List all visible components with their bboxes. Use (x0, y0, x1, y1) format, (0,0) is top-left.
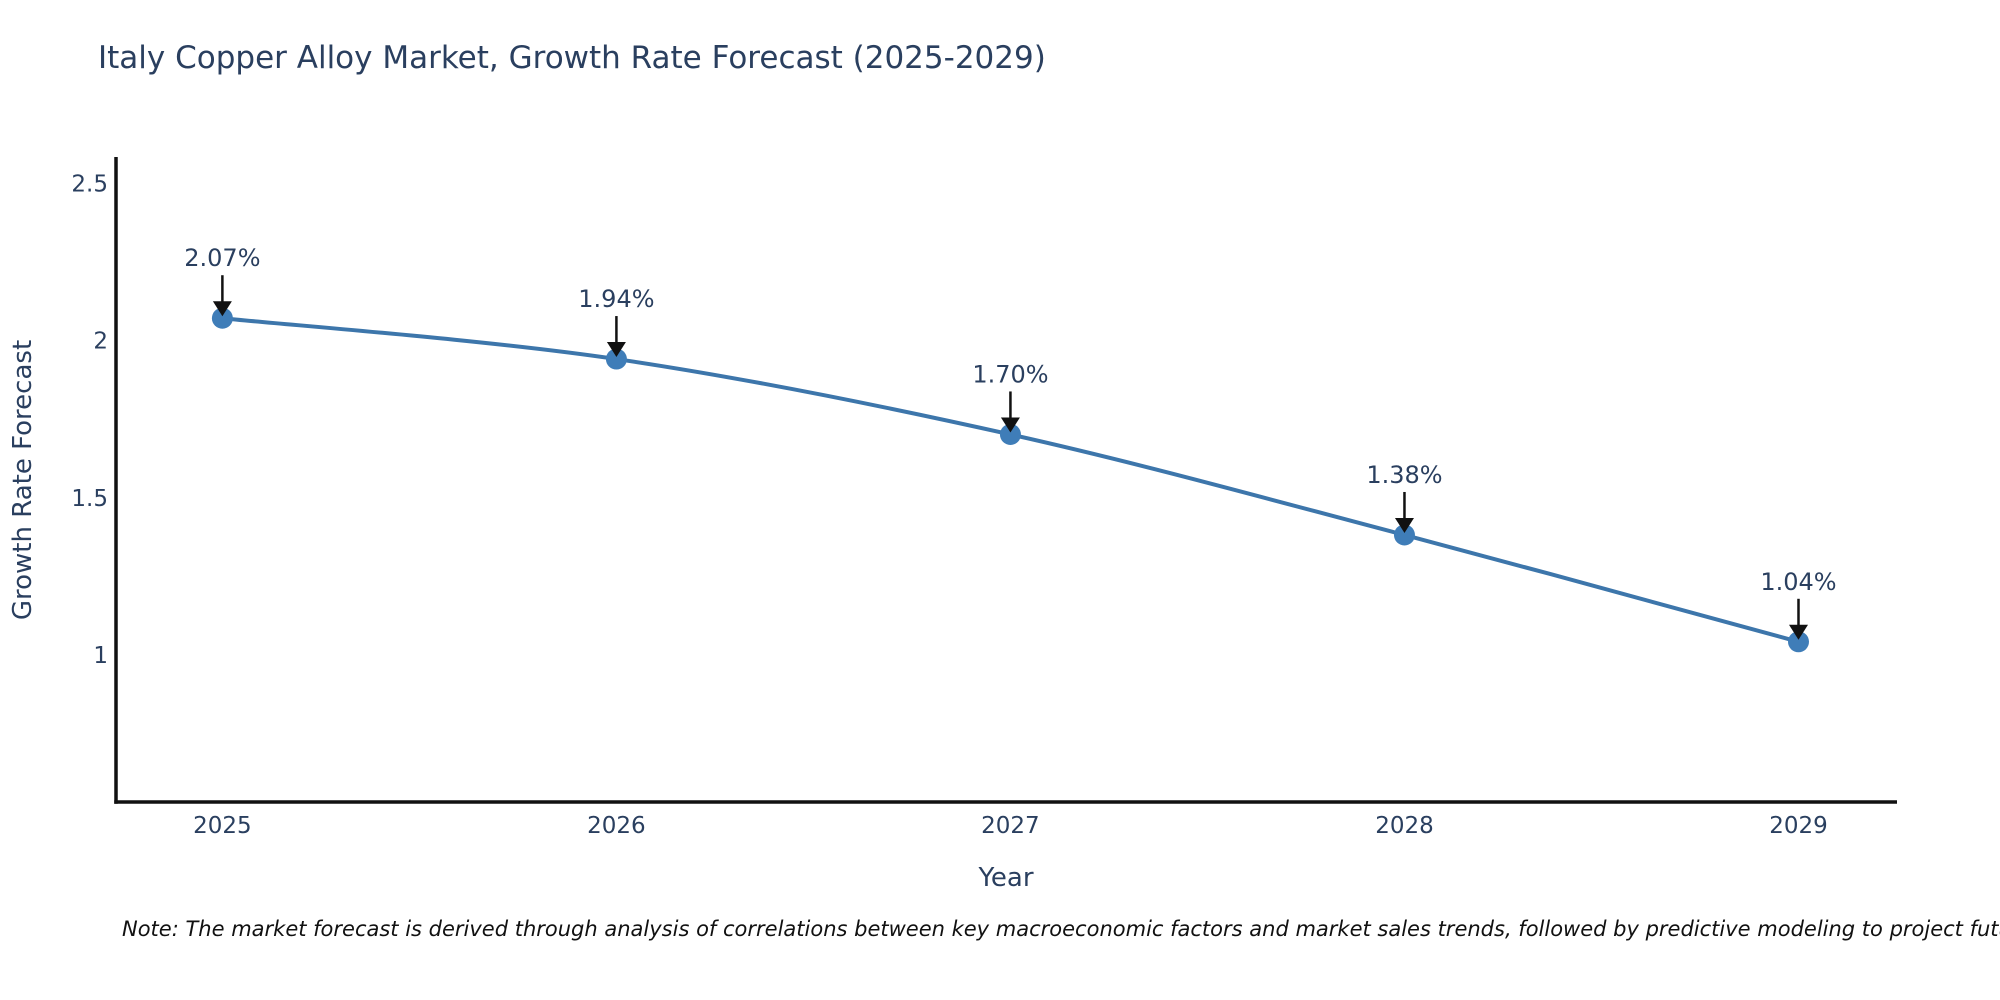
data-point-marker[interactable] (211, 307, 233, 329)
y-tick-label: 1 (93, 643, 108, 669)
annotation-label: 1.38% (1366, 461, 1442, 489)
data-point-marker[interactable] (1393, 524, 1415, 546)
x-tick-label: 2029 (1769, 813, 1828, 839)
data-point-marker[interactable] (1787, 631, 1809, 653)
annotation-label: 1.94% (578, 285, 654, 313)
annotation-label: 2.07% (184, 244, 260, 272)
x-tick-label: 2026 (587, 813, 646, 839)
annotation-arrowhead-icon (212, 301, 232, 317)
point-annotations: 2.07% 1.94% 1.70% 1.38% 1.04% (184, 244, 1837, 640)
x-tick-label: 2028 (1375, 813, 1434, 839)
y-axis-title: Growth Rate Forecast (8, 340, 38, 620)
annotation-arrowhead-icon (1788, 624, 1808, 640)
annotation-arrowhead-icon (1000, 417, 1020, 433)
trend-series (211, 307, 1809, 653)
y-tick-label: 1.5 (71, 486, 108, 512)
data-point-marker[interactable] (605, 348, 627, 370)
x-tick-label: 2025 (193, 813, 252, 839)
y-tick-label: 2 (93, 329, 108, 355)
data-point-marker[interactable] (999, 423, 1021, 445)
annotation-label: 1.70% (972, 360, 1048, 388)
x-tick-label: 2027 (981, 813, 1040, 839)
annotation-label: 1.04% (1760, 568, 1836, 596)
annotation-arrowhead-icon (606, 342, 626, 358)
y-tick-label: 2.5 (71, 172, 108, 198)
chart-title: Italy Copper Alloy Market, Growth Rate F… (98, 40, 1046, 76)
x-axis-tick-labels: 2025 2026 2027 2028 2029 (193, 813, 1828, 839)
x-axis-title: Year (977, 863, 1033, 893)
annotation-arrowhead-icon (1394, 517, 1414, 533)
y-axis-tick-labels: 1 1.5 2 2.5 (71, 172, 108, 669)
footnote: Note: The market forecast is derived thr… (122, 917, 2000, 941)
